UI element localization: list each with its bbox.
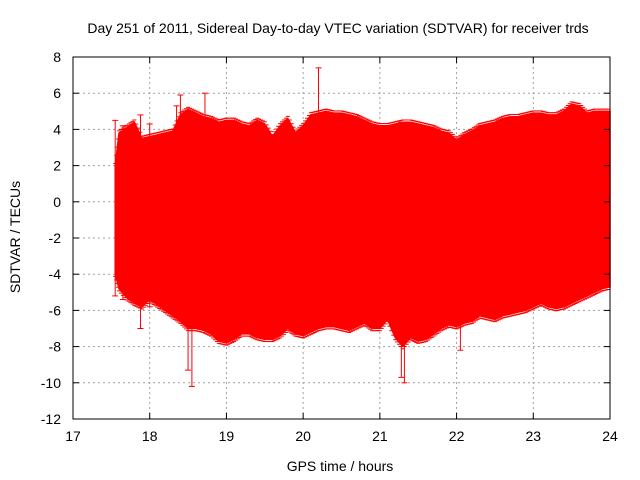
x-tick-label: 19 [219,428,235,444]
x-tick-label: 21 [372,428,388,444]
chart-title: Day 251 of 2011, Sidereal Day-to-day VTE… [87,20,588,36]
x-tick-label: 18 [142,428,158,444]
x-tick-label: 20 [295,428,311,444]
y-tick-label: 4 [53,121,61,137]
y-tick-label: -6 [49,302,62,318]
x-tick-label: 22 [449,428,465,444]
y-tick-label: 6 [53,85,61,101]
y-axis-label: SDTVAR / TECUs [7,181,23,293]
y-tick-label: -2 [49,230,62,246]
y-tick-label: -10 [41,375,61,391]
y-tick-label: 2 [53,158,61,174]
y-tick-label: 0 [53,194,61,210]
y-tick-label: 8 [53,49,61,65]
y-tick-label: -8 [49,339,62,355]
y-tick-label: -4 [49,266,62,282]
y-tick-label: -12 [41,411,61,427]
x-tick-label: 17 [65,428,81,444]
x-tick-label: 23 [525,428,541,444]
x-tick-label: 24 [602,428,618,444]
x-axis-label: GPS time / hours [287,458,394,474]
